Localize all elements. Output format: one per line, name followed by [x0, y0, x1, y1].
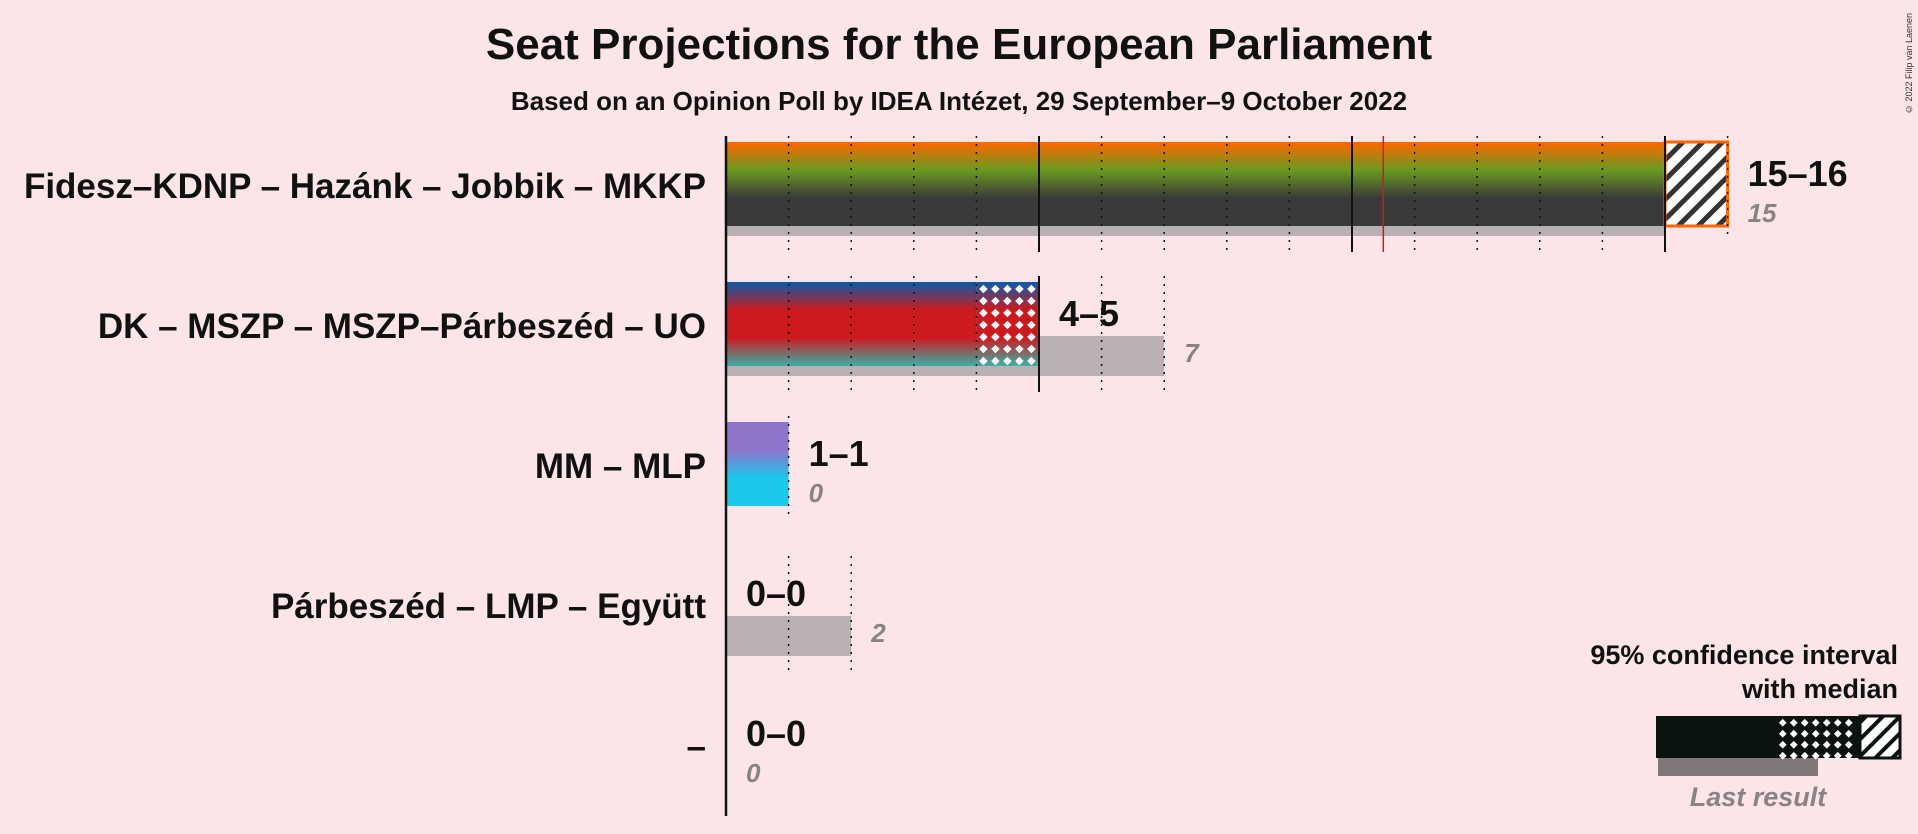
crosshatch-cell — [991, 320, 1000, 330]
legend-crosshatch-cell — [1778, 751, 1787, 760]
legend-crosshatch-cell — [1844, 729, 1853, 738]
range-label-2: 1–1 — [809, 433, 869, 474]
crosshatch-cell — [991, 284, 1000, 294]
legend-crosshatch-cell — [1811, 751, 1820, 760]
range-label-1: 4–5 — [1059, 293, 1119, 334]
crosshatch-cell — [1027, 356, 1036, 366]
legend-crosshatch-cell — [1833, 729, 1842, 738]
legend-crosshatch-cell — [1822, 751, 1831, 760]
legend-crosshatch-cell — [1789, 718, 1798, 727]
crosshatch-cell — [1003, 356, 1012, 366]
legend-last-result-label: Last result — [1690, 782, 1828, 812]
crosshatch-cell — [1015, 344, 1024, 354]
legend-crosshatch — [1778, 718, 1853, 760]
last-result-label-1: 7 — [1184, 338, 1200, 368]
legend-crosshatch-cell — [1778, 740, 1787, 749]
crosshatch-cell — [1027, 296, 1036, 306]
legend-crosshatch-cell — [1789, 751, 1798, 760]
legend-crosshatch-cell — [1800, 751, 1809, 760]
crosshatch-cell — [1015, 356, 1024, 366]
legend-crosshatch-cell — [1800, 729, 1809, 738]
range-label-0: 15–16 — [1748, 153, 1848, 194]
crosshatch-cell — [1027, 344, 1036, 354]
party-label-4: – — [687, 727, 706, 766]
crosshatch-cell — [979, 296, 988, 306]
legend-crosshatch-cell — [1844, 751, 1853, 760]
legend-crosshatch-cell — [1811, 718, 1820, 727]
legend-crosshatch-cell — [1789, 729, 1798, 738]
crosshatch-cell — [991, 308, 1000, 318]
crosshatch-cell — [979, 344, 988, 354]
legend-crosshatch-cell — [1811, 729, 1820, 738]
crosshatch-cell — [991, 332, 1000, 342]
legend-crosshatch-cell — [1800, 718, 1809, 727]
party-label-0: Fidesz–KDNP – Hazánk – Jobbik – MKKP — [24, 167, 706, 206]
crosshatch-cell — [1015, 320, 1024, 330]
party-label-1: DK – MSZP – MSZP–Párbeszéd – UO — [98, 307, 706, 346]
legend-crosshatch-cell — [1778, 718, 1787, 727]
crosshatch-cell — [1015, 296, 1024, 306]
crosshatch-cell — [1003, 308, 1012, 318]
ci-hatched-segment-0 — [1663, 140, 1730, 228]
crosshatch-cell — [979, 356, 988, 366]
legend-solid-bar — [1656, 716, 1776, 758]
legend-crosshatch-cell — [1844, 740, 1853, 749]
crosshatch-cell — [1003, 320, 1012, 330]
legend-crosshatch-cell — [1844, 718, 1853, 727]
crosshatch-cell — [1003, 284, 1012, 294]
legend-crosshatch-cell — [1811, 740, 1820, 749]
legend-crosshatch-cell — [1833, 751, 1842, 760]
party-label-3: Párbeszéd – LMP – Együtt — [271, 587, 706, 626]
last-result-label-0: 15 — [1748, 198, 1777, 228]
crosshatch-cell — [979, 284, 988, 294]
legend-crosshatch-cell — [1822, 729, 1831, 738]
legend-crosshatch-cell — [1822, 718, 1831, 727]
party-label-2: MM – MLP — [535, 447, 706, 486]
ci-solid-bar-2 — [726, 422, 789, 506]
last-result-label-4: 0 — [746, 758, 761, 788]
legend-crosshatch-cell — [1833, 718, 1842, 727]
legend-hatched-segment — [1858, 714, 1902, 760]
last-result-label-3: 2 — [870, 618, 886, 648]
ci-solid-bar-0 — [726, 142, 1665, 226]
legend-crosshatch-cell — [1822, 740, 1831, 749]
crosshatch-cell — [1027, 332, 1036, 342]
crosshatch-cell — [979, 332, 988, 342]
crosshatch-cell — [1015, 308, 1024, 318]
range-label-4: 0–0 — [746, 713, 806, 754]
crosshatch-cell — [1003, 296, 1012, 306]
crosshatch-cell — [1003, 332, 1012, 342]
crosshatch-cell — [1003, 344, 1012, 354]
crosshatch-cell — [1027, 284, 1036, 294]
crosshatch-cell — [1027, 320, 1036, 330]
legend-title-line2: with median — [1741, 674, 1898, 704]
ci-median-crosshatch-1 — [979, 284, 1036, 366]
crosshatch-cell — [991, 356, 1000, 366]
legend-crosshatch-cell — [1789, 740, 1798, 749]
crosshatch-cell — [991, 296, 1000, 306]
legend-crosshatch-cell — [1833, 740, 1842, 749]
legend-title-line1: 95% confidence interval — [1590, 640, 1898, 670]
crosshatch-cell — [979, 320, 988, 330]
legend-crosshatch-cell — [1778, 729, 1787, 738]
chart-subtitle: Based on an Opinion Poll by IDEA Intézet… — [510, 86, 1408, 116]
crosshatch-cell — [1027, 308, 1036, 318]
legend-crosshatch-cell — [1800, 740, 1809, 749]
crosshatch-cell — [1015, 284, 1024, 294]
crosshatch-cell — [991, 344, 1000, 354]
last-result-label-2: 0 — [809, 478, 824, 508]
crosshatch-cell — [1015, 332, 1024, 342]
range-label-3: 0–0 — [746, 573, 806, 614]
chart-title: Seat Projections for the European Parlia… — [485, 20, 1433, 69]
crosshatch-cell — [979, 308, 988, 318]
